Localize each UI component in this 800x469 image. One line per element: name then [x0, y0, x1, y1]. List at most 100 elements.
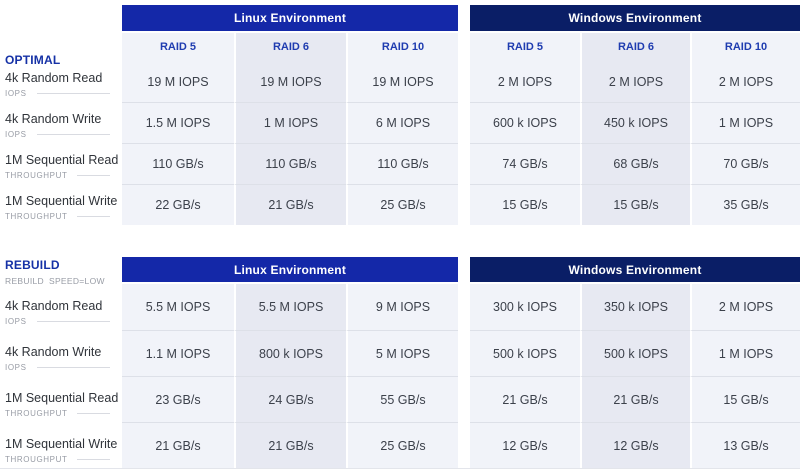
row-sublabel: THROUGHPUT — [5, 171, 122, 180]
value-cell: 22 GB/s — [122, 184, 234, 225]
linux-environment-header: Linux Environment — [122, 257, 458, 284]
value-cell: 21 GB/s — [122, 422, 234, 468]
row-sublabel: THROUGHPUT — [5, 212, 122, 221]
value-cell: 800 k IOPS — [234, 330, 346, 376]
value-cell: 35 GB/s — [690, 184, 800, 225]
row-label-4k-random-write: 4k Random Write IOPS — [0, 330, 122, 376]
row-label: 4k Random Read — [5, 71, 103, 85]
value-cell: 68 GB/s — [580, 143, 690, 184]
value-cell: 5 M IOPS — [346, 330, 458, 376]
value-cell: 500 k IOPS — [580, 330, 690, 376]
row-label: 1M Sequential Write — [5, 437, 118, 451]
windows-environment-header: Windows Environment — [470, 257, 800, 284]
value-cell: 110 GB/s — [122, 143, 234, 184]
row-sublabel: IOPS — [5, 363, 122, 372]
value-cell: 13 GB/s — [690, 422, 800, 468]
separator-line — [36, 134, 110, 135]
value-cell: 70 GB/s — [690, 143, 800, 184]
row-label-1m-sequential-read: 1M Sequential Read THROUGHPUT — [0, 376, 122, 422]
spacer — [458, 5, 470, 33]
row-sublabel: THROUGHPUT — [5, 455, 122, 464]
row-unit: IOPS — [5, 363, 27, 372]
spacer — [458, 257, 470, 284]
value-cell: 6 M IOPS — [346, 102, 458, 143]
value-cell: 5.5 M IOPS — [234, 284, 346, 330]
row-label: 4k Random Read — [5, 299, 103, 313]
row-label-1m-sequential-read: 1M Sequential Read THROUGHPUT — [0, 143, 122, 184]
value-cell: 55 GB/s — [346, 376, 458, 422]
row-unit: THROUGHPUT — [5, 409, 68, 418]
row-sublabel: IOPS — [5, 89, 122, 98]
separator-line — [77, 459, 110, 460]
value-cell: 2 M IOPS — [470, 61, 580, 102]
spacer — [0, 5, 122, 33]
value-cell: 1 M IOPS — [690, 330, 800, 376]
value-cell: 110 GB/s — [234, 143, 346, 184]
value-cell: 15 GB/s — [580, 184, 690, 225]
raid-column-header: RAID 10 — [690, 33, 800, 61]
row-sublabel: THROUGHPUT — [5, 409, 122, 418]
value-cell: 2 M IOPS — [690, 61, 800, 102]
value-cell: 21 GB/s — [470, 376, 580, 422]
row-label-1m-sequential-write: 1M Sequential Write THROUGHPUT — [0, 422, 122, 468]
value-cell: 450 k IOPS — [580, 102, 690, 143]
row-sublabel: IOPS — [5, 130, 122, 139]
value-cell: 110 GB/s — [346, 143, 458, 184]
spacer — [458, 376, 470, 422]
row-unit: THROUGHPUT — [5, 171, 68, 180]
value-cell: 24 GB/s — [234, 376, 346, 422]
value-cell: 2 M IOPS — [690, 284, 800, 330]
separator-line — [36, 321, 110, 322]
value-cell: 21 GB/s — [234, 184, 346, 225]
row-label-4k-random-read: 4k Random Read IOPS — [0, 284, 122, 330]
value-cell: 1.1 M IOPS — [122, 330, 234, 376]
spacer — [458, 102, 470, 143]
rebuild-subtitle: REBUILD_SPEED=LOW — [5, 276, 105, 286]
value-cell: 25 GB/s — [346, 184, 458, 225]
raid-column-header: RAID 5 — [122, 33, 234, 61]
separator-line — [77, 216, 110, 217]
value-cell: 12 GB/s — [470, 422, 580, 468]
value-cell: 300 k IOPS — [470, 284, 580, 330]
value-cell: 2 M IOPS — [580, 61, 690, 102]
row-unit: THROUGHPUT — [5, 455, 68, 464]
windows-environment-header: Windows Environment — [470, 5, 800, 33]
value-cell: 15 GB/s — [470, 184, 580, 225]
row-unit: IOPS — [5, 89, 27, 98]
raid-column-header: RAID 5 — [470, 33, 580, 61]
optimal-section: Linux Environment Windows Environment OP… — [0, 5, 800, 225]
row-sublabel: IOPS — [5, 317, 122, 326]
value-cell: 23 GB/s — [122, 376, 234, 422]
value-cell: 500 k IOPS — [470, 330, 580, 376]
value-cell: 19 M IOPS — [122, 61, 234, 102]
rebuild-section: REBUILD REBUILD_SPEED=LOW Linux Environm… — [0, 257, 800, 469]
separator-line — [36, 367, 110, 368]
spacer — [458, 422, 470, 468]
separator-line — [36, 93, 110, 94]
value-cell: 25 GB/s — [346, 422, 458, 468]
value-cell: 19 M IOPS — [234, 61, 346, 102]
value-cell: 1 M IOPS — [234, 102, 346, 143]
value-cell: 12 GB/s — [580, 422, 690, 468]
row-label: 1M Sequential Read — [5, 153, 119, 167]
row-label-4k-random-write: 4k Random Write IOPS — [0, 102, 122, 143]
raid-column-header: RAID 6 — [580, 33, 690, 61]
value-cell: 21 GB/s — [234, 422, 346, 468]
raid-column-header: RAID 10 — [346, 33, 458, 61]
row-label: 1M Sequential Read — [5, 391, 119, 405]
row-unit: IOPS — [5, 130, 27, 139]
spacer — [458, 330, 470, 376]
value-cell: 21 GB/s — [580, 376, 690, 422]
linux-environment-header: Linux Environment — [122, 5, 458, 33]
value-cell: 74 GB/s — [470, 143, 580, 184]
value-cell: 1 M IOPS — [690, 102, 800, 143]
spacer — [458, 33, 470, 61]
spacer — [458, 61, 470, 102]
value-cell: 600 k IOPS — [470, 102, 580, 143]
rebuild-title: REBUILD — [5, 258, 60, 272]
value-cell: 1.5 M IOPS — [122, 102, 234, 143]
spacer — [458, 143, 470, 184]
raid-column-header: RAID 6 — [234, 33, 346, 61]
row-label: 4k Random Write — [5, 345, 102, 359]
